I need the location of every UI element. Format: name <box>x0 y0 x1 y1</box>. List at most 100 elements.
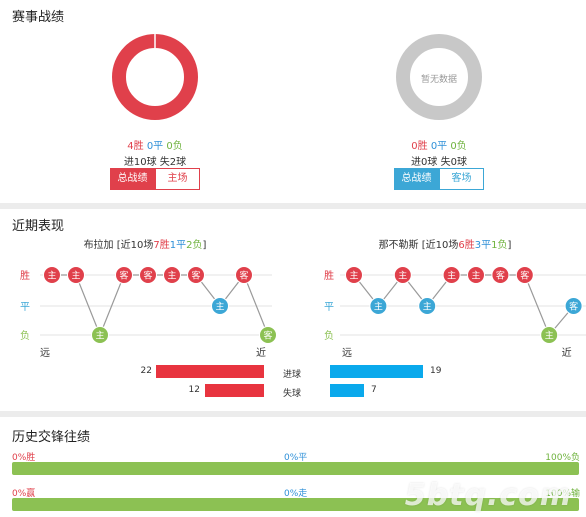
right-match-point[interactable] <box>369 297 388 315</box>
recent-form-chart: 胜平负主 主主客客主客主客客远 近胜平负主主主主主主客客主客远近 <box>20 266 586 359</box>
left-match-point[interactable] <box>163 266 181 284</box>
section-title-history: 历史交锋往绩 <box>12 430 91 445</box>
right-match-point[interactable] <box>418 297 437 315</box>
away-goals-line: 进0球 失0球 <box>411 157 467 168</box>
home-record-tabs: 总战绩 主场 <box>110 168 200 190</box>
head-to-head-panel: 历史交锋往绩 0%胜 0%平 100%负 0%赢 0%走 100%输 5btq.… <box>0 417 586 517</box>
recent-form-panel: 近期表现 布拉加 [近10场7胜1平2负] 那不勒斯 [近10场6胜3平1负] … <box>0 209 586 411</box>
h2h-handicap-loss-pct: 100%输 <box>545 489 580 499</box>
section-title-recent: 近期表现 <box>12 219 65 234</box>
left-row-label-d: 平 <box>20 302 30 313</box>
left-match-venue: 主 <box>215 301 224 313</box>
right-row-label-l: 负 <box>324 329 334 342</box>
away-goals-for-value: 19 <box>430 366 442 376</box>
left-match-venue: 主 <box>95 330 104 342</box>
away-record-tabs: 总战绩 客场 <box>394 168 484 190</box>
right-match-point[interactable] <box>442 266 461 284</box>
tab-home-venue[interactable]: 主场 <box>155 168 200 190</box>
right-match-point[interactable] <box>515 266 534 284</box>
left-match-point[interactable] <box>187 266 205 284</box>
right-match-venue: 客 <box>496 270 505 282</box>
h2h-handicap-win-pct: 0%赢 <box>12 489 36 499</box>
away-goals-against-value: 7 <box>371 385 377 395</box>
h2h-draw-pct: 0%平 <box>284 453 308 463</box>
right-team-name: 那不勒斯 <box>378 240 419 251</box>
left-match-point[interactable] <box>91 326 109 344</box>
left-match-venue: 主 <box>47 270 56 282</box>
home-record-donut <box>112 34 198 120</box>
right-far-label: 远 <box>342 347 352 359</box>
home-goals-line: 进10球 失2球 <box>123 157 187 168</box>
right-match-venue: 主 <box>423 301 432 313</box>
home-draw-count: 0平 <box>146 141 164 152</box>
left-match-point[interactable] <box>211 297 229 315</box>
left-team-name: 布拉加 <box>83 240 114 251</box>
site-watermark: 5btq.com <box>404 478 572 513</box>
goals-for-label: 进球 <box>283 370 302 380</box>
right-match-venue: 客 <box>520 270 529 282</box>
h2h-win-pct: 0%胜 <box>12 453 36 463</box>
right-match-point[interactable] <box>540 326 559 344</box>
right-match-venue: 主 <box>447 270 456 282</box>
left-far-label: 远 <box>40 347 50 359</box>
left-match-point[interactable] <box>115 266 133 284</box>
left-match-point[interactable] <box>259 326 277 344</box>
left-form-line <box>52 273 269 337</box>
left-row-label-l: 负 <box>20 329 30 342</box>
left-match-point[interactable] <box>235 266 253 284</box>
right-match-point[interactable] <box>491 266 510 284</box>
away-win-count: 0胜 <box>411 141 428 152</box>
tab-away-total[interactable]: 总战绩 <box>394 168 439 190</box>
left-match-venue: 客 <box>263 330 272 342</box>
right-match-point[interactable] <box>564 297 583 315</box>
right-form-line <box>353 274 575 337</box>
home-goals-against-value: 12 <box>188 385 200 395</box>
away-loss-count: 0负 <box>450 141 467 152</box>
tab-home-total[interactable]: 总战绩 <box>110 168 155 190</box>
away-draw-count: 0平 <box>430 141 448 152</box>
left-near-label: 近 <box>256 346 266 359</box>
left-match-point[interactable] <box>139 266 157 284</box>
right-match-point[interactable] <box>467 266 485 284</box>
left-match-venue: 客 <box>143 270 152 282</box>
right-near-label: 近 <box>562 346 572 359</box>
away-wdl-line: 0胜 0平 0负 <box>364 137 514 152</box>
home-donut-win-arc <box>112 34 198 120</box>
home-wdl-line: 4胜 0平 0负 <box>80 137 230 152</box>
h2h-result-bar <box>12 462 579 475</box>
left-match-venue: 客 <box>191 270 200 282</box>
right-match-venue: 主 <box>398 270 407 282</box>
left-match-point[interactable] <box>43 266 61 284</box>
right-team-summary: 那不勒斯 [近10场6胜3平1负] <box>378 240 512 251</box>
h2h-loss-pct: 100%负 <box>545 453 580 463</box>
section-title-record: 赛事战绩 <box>12 10 65 25</box>
h2h-handicap-push-pct: 0%走 <box>284 489 308 499</box>
left-match-point[interactable] <box>67 266 85 284</box>
right-match-venue: 主 <box>374 301 383 313</box>
right-match-point[interactable] <box>345 266 363 284</box>
home-goals-against-bar <box>205 384 264 397</box>
left-match-venue: 客 <box>119 270 128 282</box>
right-match-venue: 主 <box>545 330 554 342</box>
right-match-venue: 客 <box>569 301 578 313</box>
away-record-donut <box>396 34 482 120</box>
home-win-count: 4胜 <box>127 141 144 152</box>
home-goals-for-bar <box>156 365 264 378</box>
left-match-venue: 客 <box>239 270 248 282</box>
right-match-venue: 主 <box>349 270 358 282</box>
right-row-label-w: 胜 <box>324 270 334 282</box>
left-match-venue: 主 <box>71 270 80 282</box>
home-loss-count: 0负 <box>166 141 183 152</box>
away-goals-for-bar <box>330 365 424 378</box>
left-row-label-w: 胜 <box>20 270 30 282</box>
h2h-handicap-bar <box>12 498 579 511</box>
away-no-data-label: 暂无数据 <box>420 75 457 85</box>
right-row-label-d: 平 <box>324 302 334 313</box>
match-record-panel: 赛事战绩 4胜 0平 0负 进10球 失2球 总战绩 主场 暂无数据 0胜 0平… <box>0 0 586 203</box>
right-match-point[interactable] <box>393 266 412 284</box>
left-match-venue: 主 <box>167 270 176 282</box>
home-goals-for-value: 22 <box>140 366 152 376</box>
left-team-summary: 布拉加 [近10场7胜1平2负] <box>83 240 207 251</box>
tab-away-venue[interactable]: 客场 <box>439 168 484 190</box>
right-match-venue: 主 <box>471 270 480 282</box>
